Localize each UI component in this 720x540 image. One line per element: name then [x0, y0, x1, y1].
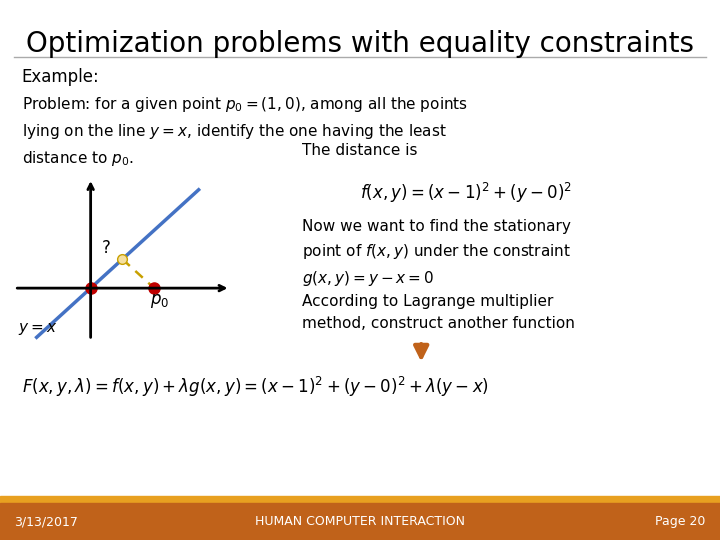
- Text: 3/13/2017: 3/13/2017: [14, 515, 78, 528]
- Text: ?: ?: [102, 239, 111, 258]
- Text: HUMAN COMPUTER INTERACTION: HUMAN COMPUTER INTERACTION: [255, 515, 465, 528]
- Text: Example:: Example:: [22, 68, 99, 85]
- Text: The distance is: The distance is: [302, 143, 418, 158]
- Text: Page 20: Page 20: [655, 515, 706, 528]
- Text: $y = x$: $y = x$: [17, 321, 57, 336]
- Text: $F(x,y,\lambda) = f(x,y) + \lambda g(x,y) = (x-1)^2 + (y-0)^2 + \lambda(y-x)$: $F(x,y,\lambda) = f(x,y) + \lambda g(x,y…: [22, 375, 489, 400]
- Bar: [0, 496, 720, 503]
- Bar: [0, 503, 720, 540]
- Text: Problem: for a given point $p_0 = (1, 0)$, among all the points
lying on the lin: Problem: for a given point $p_0 = (1, 0)…: [22, 94, 468, 168]
- Text: According to Lagrange multiplier
method, construct another function: According to Lagrange multiplier method,…: [302, 294, 575, 332]
- Text: $f(x,y) = (x-1)^2 + (y-0)^2$: $f(x,y) = (x-1)^2 + (y-0)^2$: [360, 181, 572, 205]
- Text: $p_0$: $p_0$: [150, 292, 169, 310]
- Text: Now we want to find the stationary
point of $f(x, y)$ under the constraint
$g(x,: Now we want to find the stationary point…: [302, 219, 572, 288]
- Text: Optimization problems with equality constraints: Optimization problems with equality cons…: [26, 30, 694, 58]
